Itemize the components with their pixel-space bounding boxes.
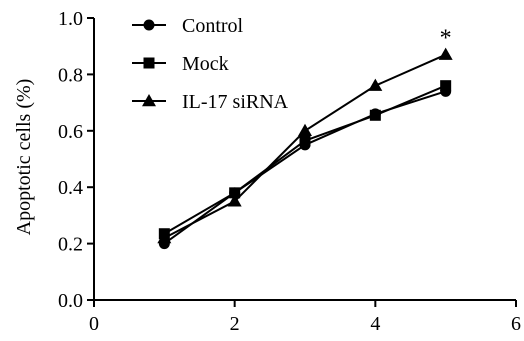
data-point-il-17-sirna — [227, 194, 242, 207]
data-point-mock — [299, 135, 311, 147]
x-tick-label: 6 — [511, 313, 521, 335]
data-point-mock — [440, 80, 452, 92]
data-point-il-17-sirna — [298, 123, 312, 137]
data-point-il-17-sirna — [438, 47, 453, 60]
legend-label: IL-17 siRNA — [182, 91, 289, 113]
y-tick-label: 0.8 — [58, 64, 83, 86]
data-point-mock — [369, 109, 381, 121]
series-line-control — [163, 90, 446, 245]
data-point-il-17-sirna — [157, 230, 172, 244]
legend-marker — [143, 57, 155, 69]
legend-item-control: Control — [132, 15, 244, 37]
y-tick-label: 0.6 — [58, 121, 83, 143]
y-axis-title: Apoptotic cells (%) — [13, 79, 35, 236]
legend-item-il-17-sirna: IL-17 siRNA — [132, 91, 289, 113]
significance-asterisk: * — [440, 26, 452, 52]
y-tick-label: 1.0 — [58, 8, 83, 30]
y-tick-label: 0.0 — [58, 290, 83, 312]
legend-label: Control — [182, 15, 244, 37]
data-point-il-17-sirna — [368, 78, 383, 91]
legend-label: Mock — [182, 53, 229, 75]
y-tick-label: 0.2 — [58, 234, 83, 256]
series-layer — [157, 47, 453, 250]
data-point-mock — [229, 187, 241, 199]
legend-item-mock: Mock — [132, 53, 229, 75]
y-tick-label: 0.4 — [58, 177, 83, 199]
legend: Control Mock IL-17 siRNA — [132, 15, 289, 113]
legend-marker — [143, 19, 155, 31]
x-tick-label: 0 — [89, 313, 99, 335]
annotation-layer: * — [440, 26, 452, 52]
legend-marker — [142, 94, 156, 107]
x-tick-label: 4 — [370, 313, 380, 335]
axes: 0.0 0.2 0.4 0.6 0.8 1.0 0 2 4 6 — [58, 8, 521, 335]
x-tick-label: 2 — [230, 313, 240, 335]
series-il-17-sirna — [157, 47, 453, 244]
